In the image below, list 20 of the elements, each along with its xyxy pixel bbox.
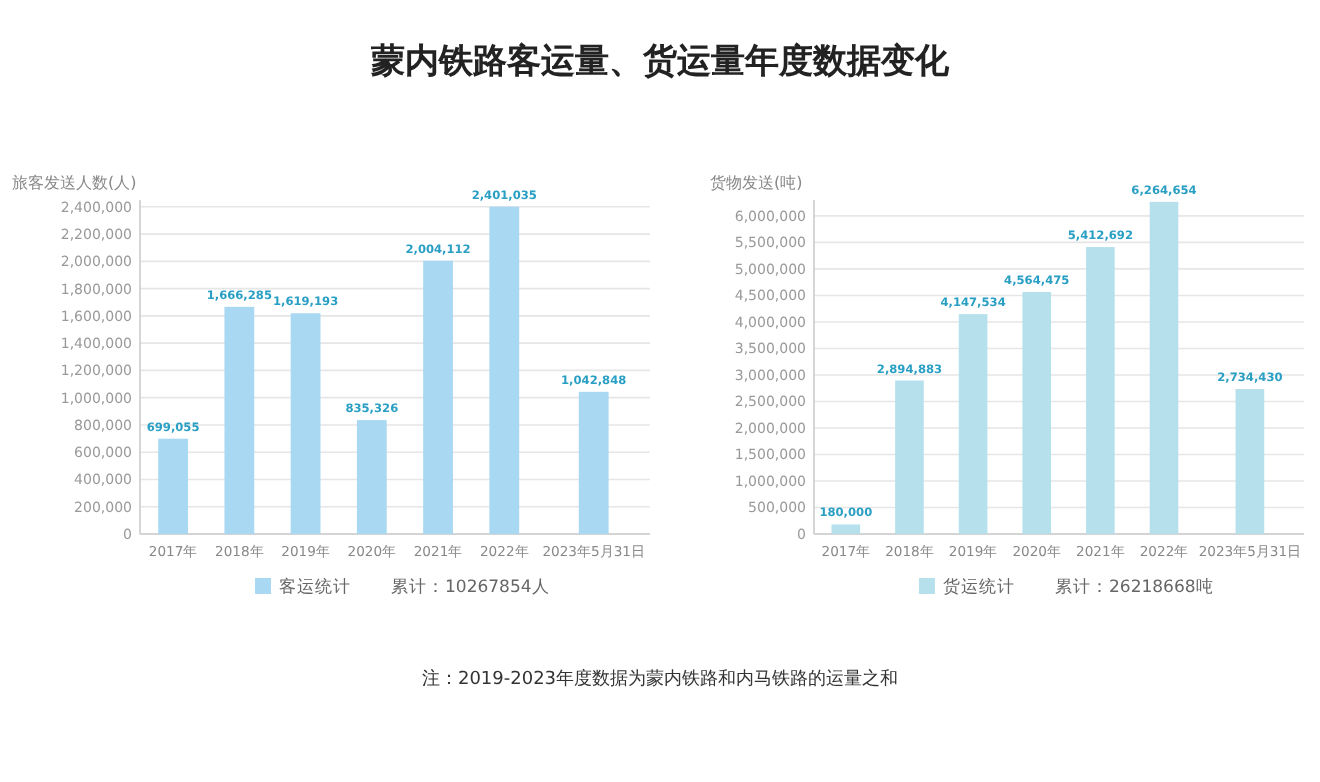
y-axis-title: 旅客发送人数(人) bbox=[12, 174, 137, 192]
legend-label: 货运统计 bbox=[943, 576, 1015, 598]
text: 累计：26218668吨 bbox=[1055, 576, 1214, 598]
text: 注：2019-2023年度数据为蒙内铁路和内马铁路的运量之和 bbox=[421, 668, 899, 690]
bar bbox=[290, 313, 321, 534]
bar bbox=[356, 420, 387, 534]
bar bbox=[224, 306, 255, 534]
bar bbox=[1022, 292, 1052, 534]
bar bbox=[423, 260, 453, 534]
bar bbox=[1086, 247, 1115, 534]
bar bbox=[831, 524, 861, 534]
bar bbox=[895, 380, 924, 534]
legend-label: 客运统计 bbox=[279, 576, 351, 598]
bar bbox=[158, 438, 189, 534]
bar bbox=[958, 314, 988, 534]
text: 累计：10267854人 bbox=[391, 576, 550, 598]
bar bbox=[489, 206, 520, 534]
chart-title: 蒙内铁路客运量、货运量年度数据变化 bbox=[369, 42, 951, 82]
bar bbox=[1149, 201, 1179, 534]
y-axis-title: 货物发送(吨) bbox=[710, 174, 803, 192]
